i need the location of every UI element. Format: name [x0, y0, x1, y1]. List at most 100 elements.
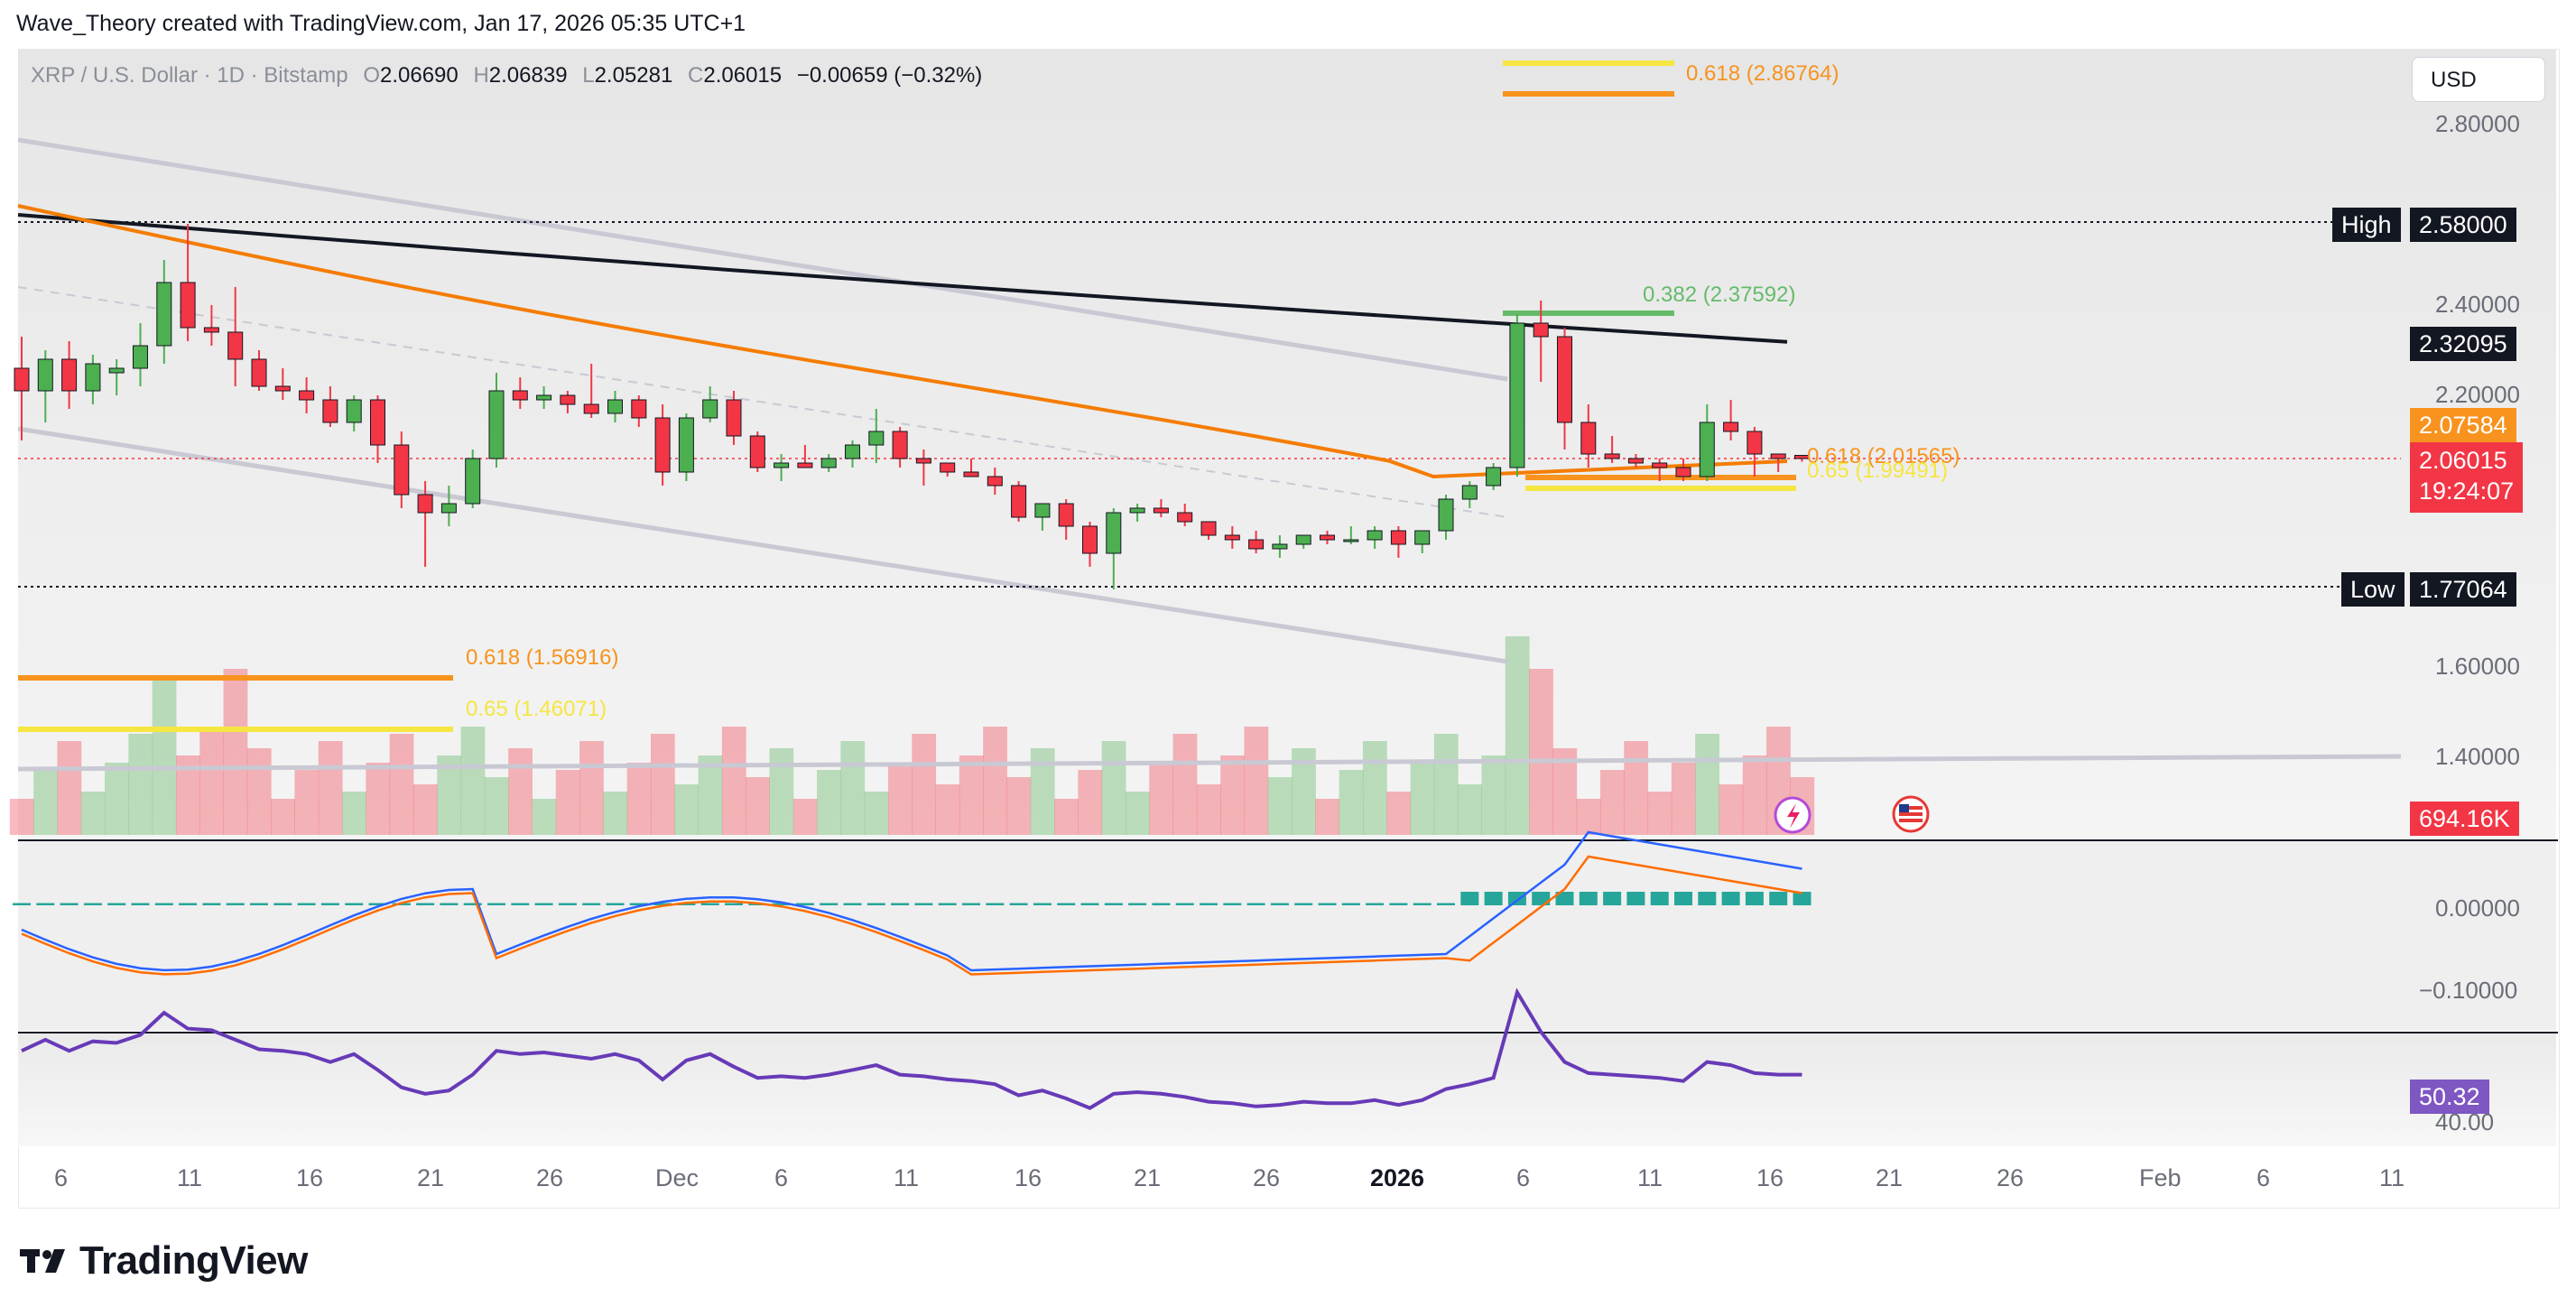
us-flag-event-icon[interactable] [1892, 795, 1930, 833]
candle-body[interactable] [440, 503, 457, 514]
candle-body[interactable] [607, 399, 623, 414]
candle-body[interactable] [417, 494, 433, 514]
candle-body[interactable] [820, 458, 837, 468]
candle-body[interactable] [156, 282, 172, 347]
candle-body[interactable] [1533, 322, 1549, 338]
macd-histogram-bar [320, 903, 339, 905]
candle-body[interactable] [1153, 507, 1169, 514]
channel-lower-line[interactable] [17, 426, 1508, 664]
candle-body[interactable] [940, 462, 956, 473]
candle-body[interactable] [1034, 503, 1051, 518]
candle-body[interactable] [1177, 512, 1193, 523]
candle-body[interactable] [560, 394, 576, 405]
candle-body[interactable] [1652, 462, 1668, 468]
candle-body[interactable] [512, 390, 528, 401]
macd-line[interactable] [21, 830, 1802, 972]
candle-body[interactable] [1580, 422, 1597, 455]
candle-body[interactable] [1486, 467, 1502, 487]
candle-body[interactable] [322, 399, 338, 423]
candle-body[interactable] [1248, 539, 1265, 550]
candle-body[interactable] [1627, 458, 1644, 464]
candle-body[interactable] [1011, 485, 1027, 518]
candle-body[interactable] [1509, 322, 1525, 468]
candle-body[interactable] [583, 403, 599, 414]
candle-body[interactable] [1438, 498, 1454, 532]
candle-body[interactable] [1770, 453, 1786, 459]
candle-body[interactable] [251, 358, 267, 387]
candle-body[interactable] [1675, 467, 1691, 477]
volume-bar [152, 676, 177, 835]
candle-body[interactable] [203, 327, 219, 333]
candle-body[interactable] [346, 399, 362, 423]
candle-body[interactable] [536, 394, 552, 401]
candle-body[interactable] [488, 390, 505, 459]
candle-body[interactable] [987, 476, 1003, 487]
candle-body[interactable] [868, 431, 885, 446]
candle-body[interactable] [678, 417, 694, 473]
candle-body[interactable] [1224, 534, 1240, 541]
candle-body[interactable] [1295, 534, 1311, 545]
candle-body[interactable] [61, 358, 78, 392]
candle-body[interactable] [1200, 521, 1217, 536]
volume-bar [650, 734, 675, 835]
candle-body[interactable] [1414, 530, 1431, 545]
candle-body[interactable] [654, 417, 671, 473]
candle-body[interactable] [1747, 431, 1763, 455]
volume-bar [484, 777, 509, 835]
fib-label-vol-618: 0.618 (1.56916) [466, 645, 619, 670]
candle-body[interactable] [37, 358, 53, 392]
candle-body[interactable] [133, 345, 148, 369]
candle-body[interactable] [1272, 543, 1288, 550]
candle-body[interactable] [370, 399, 385, 446]
candle-body[interactable] [1058, 503, 1074, 527]
candle-body[interactable] [274, 385, 291, 392]
candle-body[interactable] [14, 367, 30, 392]
candle-body[interactable] [1320, 534, 1335, 541]
candle-body[interactable] [1794, 455, 1810, 459]
candle-body[interactable] [1367, 530, 1383, 541]
candle-body[interactable] [227, 331, 244, 360]
candle-body[interactable] [108, 367, 125, 374]
candle-body[interactable] [1106, 512, 1122, 554]
volume-bar [1244, 727, 1269, 835]
ma200-line[interactable] [17, 213, 1788, 344]
candle-body[interactable] [180, 282, 196, 329]
candle-body[interactable] [915, 458, 931, 464]
macd-histogram-bar [1437, 903, 1455, 905]
candle-body[interactable] [963, 471, 979, 477]
candle-body[interactable] [631, 399, 647, 419]
candle-body[interactable] [1699, 422, 1715, 477]
symbol-label[interactable]: XRP / U.S. Dollar · 1D · Bitstamp [31, 63, 348, 88]
candle-body[interactable] [1082, 525, 1098, 554]
candle-body[interactable] [702, 399, 718, 419]
candle-body[interactable] [774, 462, 790, 468]
ohlc-legend[interactable]: XRP / U.S. Dollar · 1D · Bitstamp O2.066… [31, 63, 983, 88]
volume-trendline[interactable] [17, 754, 2402, 772]
candle-body[interactable] [1343, 539, 1359, 542]
tradingview-logo[interactable]: TradingView [20, 1238, 308, 1284]
currency-button[interactable]: USD [2412, 57, 2545, 102]
candle-body[interactable] [465, 458, 481, 505]
rsi-line[interactable] [21, 987, 1802, 1110]
candle-body[interactable] [394, 444, 410, 496]
macd-histogram-bar [1152, 903, 1171, 905]
candle-body[interactable] [797, 462, 813, 468]
candle-body[interactable] [726, 399, 742, 437]
candle-body[interactable] [1604, 453, 1620, 459]
lightning-event-icon[interactable] [1774, 796, 1812, 834]
candle-body[interactable] [85, 363, 101, 392]
volume-bar [1149, 763, 1174, 835]
candle-body[interactable] [1390, 530, 1406, 545]
candle-body[interactable] [892, 431, 908, 459]
candle-body[interactable] [845, 444, 860, 459]
candle-body[interactable] [1461, 485, 1478, 500]
candle-body[interactable] [299, 390, 315, 401]
channel-mid-line[interactable] [17, 286, 1508, 518]
macd-signal-line[interactable] [21, 855, 1802, 976]
candle-body[interactable] [1129, 507, 1145, 514]
candle-body[interactable] [1723, 422, 1739, 432]
candle-body[interactable] [749, 435, 765, 468]
candle-body[interactable] [1557, 336, 1572, 423]
channel-upper-line[interactable] [17, 137, 1508, 382]
